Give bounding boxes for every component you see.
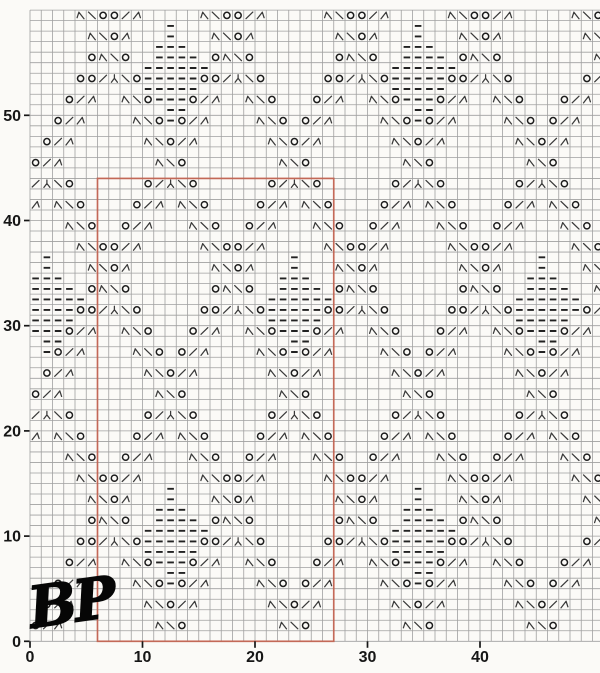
repeat-box	[96, 177, 335, 643]
y-axis-tick-label: 40	[3, 213, 21, 230]
x-axis-labels: 0 10 20 30 40	[26, 641, 489, 666]
y-axis-tick-label: 0	[12, 634, 21, 651]
x-axis-tick-label: 10	[134, 649, 152, 666]
x-axis-tick-label: 0	[26, 649, 35, 666]
stitch-symbols	[31, 11, 600, 630]
x-axis-tick-label: 30	[359, 649, 377, 666]
x-axis-tick-label: 40	[471, 649, 489, 666]
y-axis-tick-label: 50	[3, 108, 21, 125]
y-axis-labels: 0 10 20 30 40 50	[3, 108, 30, 651]
y-axis-tick-label: 30	[3, 318, 21, 335]
y-axis-tick-label: 10	[3, 529, 21, 546]
bp-logo: BP	[22, 563, 123, 642]
y-axis-tick-label: 20	[3, 423, 21, 440]
x-axis-tick-label: 20	[246, 649, 264, 666]
grid-lines	[29, 9, 600, 642]
purl-dash-symbols	[32, 24, 579, 585]
